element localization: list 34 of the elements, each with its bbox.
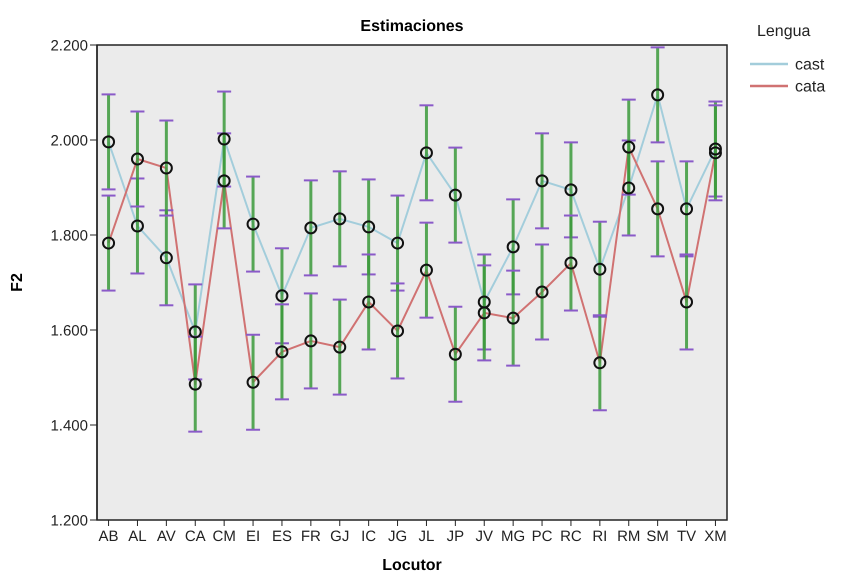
x-tick-label: JV — [475, 528, 494, 545]
x-tick-label: RM — [617, 528, 640, 545]
x-tick-label: FR — [300, 528, 322, 545]
x-tick-label: EI — [246, 528, 260, 545]
legend-label: cata — [795, 78, 826, 96]
x-tick-label: CA — [184, 528, 206, 545]
legend-label: cast — [795, 56, 825, 74]
x-axis-title: Locutor — [382, 557, 442, 574]
y-tick-label: 1.400 — [50, 417, 88, 434]
x-tick-label: MG — [501, 528, 526, 545]
x-tick-label: XM — [704, 528, 727, 545]
chart-title: Estimaciones — [360, 18, 464, 35]
x-tick-label: GJ — [330, 528, 350, 545]
y-tick-label: 2.000 — [50, 132, 88, 150]
legend-title: Lengua — [757, 23, 810, 40]
y-tick-label: 2.200 — [50, 37, 88, 54]
x-tick-label: JG — [388, 528, 408, 545]
y-tick-label: 1.800 — [50, 227, 88, 244]
y-tick-label: 1.200 — [50, 512, 88, 530]
x-tick-label: AB — [98, 528, 119, 545]
y-axis-title: F2 — [9, 273, 26, 292]
x-tick-label: PC — [532, 528, 553, 545]
x-tick-label: AV — [156, 528, 176, 545]
x-tick-label: CM — [212, 528, 236, 545]
x-tick-label: JL — [418, 528, 434, 545]
y-tick-label: 1.600 — [50, 322, 88, 340]
x-tick-label: IC — [361, 528, 376, 545]
x-tick-label: SM — [646, 528, 669, 545]
x-tick-label: AL — [128, 528, 147, 545]
x-tick-label: TV — [676, 528, 696, 545]
x-tick-label: ES — [272, 528, 292, 545]
x-tick-label: JP — [446, 528, 464, 545]
x-tick-label: RC — [560, 528, 582, 545]
x-tick-label: RI — [592, 528, 608, 545]
